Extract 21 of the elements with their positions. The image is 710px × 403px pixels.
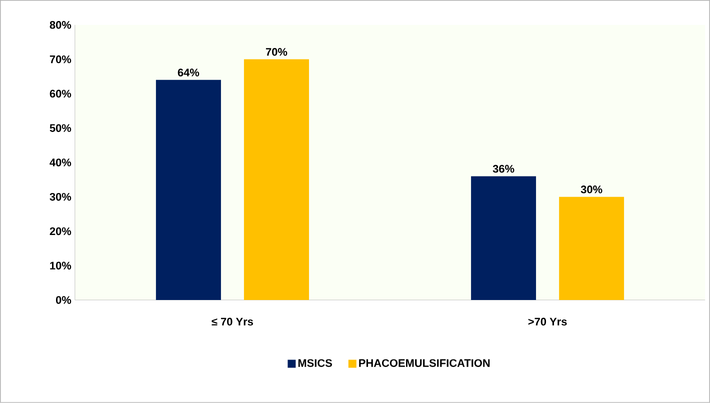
y-tick-label: 30% (50, 192, 72, 201)
bar (559, 196, 624, 300)
data-label: 30% (580, 186, 602, 194)
y-tick-label: 70% (50, 55, 72, 64)
data-label: 70% (266, 48, 288, 56)
bar (156, 80, 221, 300)
y-tick-label: 60% (50, 90, 72, 98)
data-label: 36% (492, 164, 514, 173)
y-tick-label: 10% (50, 262, 72, 270)
bar (244, 59, 309, 300)
y-tick-label: 40% (50, 158, 72, 166)
legend-label: MSICS (298, 359, 332, 367)
data-label: 64% (178, 68, 200, 76)
y-tick-label: 50% (50, 124, 72, 132)
legend-label: PHACOEMULSIFICATION (359, 359, 490, 367)
x-tick-label: >70 Yrs (528, 318, 567, 326)
x-tick-label: ≤ 70 Yrs (212, 318, 253, 326)
y-tick-label: 80% (50, 21, 72, 29)
y-tick-label: 20% (50, 227, 72, 236)
y-tick-label: 0% (56, 296, 72, 304)
bar (471, 176, 536, 300)
